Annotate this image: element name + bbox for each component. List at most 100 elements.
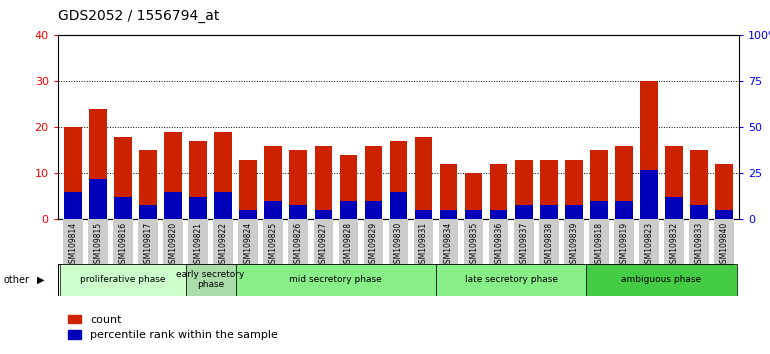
Bar xyxy=(415,210,432,219)
Bar xyxy=(264,201,282,219)
Bar xyxy=(239,210,257,219)
Bar xyxy=(365,201,382,219)
Text: GDS2052 / 1556794_at: GDS2052 / 1556794_at xyxy=(58,9,219,23)
Bar xyxy=(540,205,557,219)
FancyBboxPatch shape xyxy=(313,219,333,264)
Text: GSM109819: GSM109819 xyxy=(619,222,628,268)
Text: GSM109835: GSM109835 xyxy=(469,222,478,268)
Bar xyxy=(490,164,507,219)
Text: GSM109830: GSM109830 xyxy=(394,222,403,268)
FancyBboxPatch shape xyxy=(413,219,434,264)
Legend: count, percentile rank within the sample: count, percentile rank within the sample xyxy=(63,310,283,345)
Bar xyxy=(89,179,106,219)
Text: GSM109827: GSM109827 xyxy=(319,222,328,268)
FancyBboxPatch shape xyxy=(639,219,659,264)
Text: GSM109820: GSM109820 xyxy=(169,222,178,268)
Text: early secretory
phase: early secretory phase xyxy=(176,270,245,289)
FancyBboxPatch shape xyxy=(589,219,608,264)
Text: late secretory phase: late secretory phase xyxy=(465,275,557,284)
Text: GSM109840: GSM109840 xyxy=(720,222,728,268)
FancyBboxPatch shape xyxy=(689,219,709,264)
Bar xyxy=(64,192,82,219)
Bar xyxy=(186,264,236,296)
FancyBboxPatch shape xyxy=(339,219,358,264)
Bar xyxy=(440,164,457,219)
Bar xyxy=(540,160,557,219)
Bar xyxy=(590,150,608,219)
Text: GSM109836: GSM109836 xyxy=(494,222,503,268)
Text: GSM109821: GSM109821 xyxy=(193,222,203,268)
Bar xyxy=(315,146,332,219)
Bar xyxy=(715,210,733,219)
Bar xyxy=(565,205,583,219)
FancyBboxPatch shape xyxy=(138,219,158,264)
Bar xyxy=(515,205,533,219)
Bar xyxy=(691,205,708,219)
Bar xyxy=(390,141,407,219)
Text: GSM109826: GSM109826 xyxy=(294,222,303,268)
Bar xyxy=(139,205,157,219)
Bar xyxy=(515,160,533,219)
Text: GSM109825: GSM109825 xyxy=(269,222,278,268)
Text: GSM109814: GSM109814 xyxy=(69,222,77,268)
Text: GSM109822: GSM109822 xyxy=(219,222,228,268)
Bar xyxy=(164,132,182,219)
FancyBboxPatch shape xyxy=(614,219,634,264)
Bar xyxy=(665,146,683,219)
FancyBboxPatch shape xyxy=(389,219,408,264)
Text: GSM109833: GSM109833 xyxy=(695,222,704,268)
Bar xyxy=(665,198,683,219)
FancyBboxPatch shape xyxy=(239,219,258,264)
Text: GSM109823: GSM109823 xyxy=(644,222,654,268)
Text: GSM109838: GSM109838 xyxy=(544,222,554,268)
Bar xyxy=(440,210,457,219)
Bar xyxy=(415,137,432,219)
Bar xyxy=(340,155,357,219)
Bar xyxy=(365,146,382,219)
FancyBboxPatch shape xyxy=(189,219,208,264)
Text: GSM109834: GSM109834 xyxy=(444,222,453,268)
FancyBboxPatch shape xyxy=(439,219,458,264)
Text: GSM109832: GSM109832 xyxy=(670,222,678,268)
Bar xyxy=(114,137,132,219)
Bar xyxy=(715,164,733,219)
Text: GSM109839: GSM109839 xyxy=(569,222,578,268)
FancyBboxPatch shape xyxy=(489,219,508,264)
Bar xyxy=(290,205,307,219)
Bar xyxy=(640,81,658,219)
FancyBboxPatch shape xyxy=(163,219,182,264)
Bar xyxy=(236,264,436,296)
Bar xyxy=(390,192,407,219)
Bar xyxy=(490,210,507,219)
Text: other: other xyxy=(4,275,30,285)
Text: GSM109815: GSM109815 xyxy=(93,222,102,268)
Bar xyxy=(640,170,658,219)
Text: GSM109828: GSM109828 xyxy=(344,222,353,268)
Bar xyxy=(214,132,232,219)
Bar xyxy=(114,198,132,219)
Text: GSM109817: GSM109817 xyxy=(143,222,152,268)
Bar xyxy=(340,201,357,219)
Text: GSM109816: GSM109816 xyxy=(119,222,127,268)
FancyBboxPatch shape xyxy=(514,219,534,264)
Bar xyxy=(189,198,207,219)
FancyBboxPatch shape xyxy=(63,219,82,264)
FancyBboxPatch shape xyxy=(88,219,108,264)
Bar xyxy=(615,146,633,219)
Bar xyxy=(615,201,633,219)
Bar xyxy=(89,109,106,219)
Bar xyxy=(189,141,207,219)
Bar xyxy=(64,127,82,219)
Text: GSM109837: GSM109837 xyxy=(519,222,528,268)
Text: GSM109831: GSM109831 xyxy=(419,222,428,268)
Bar xyxy=(465,173,482,219)
Bar xyxy=(139,150,157,219)
Bar xyxy=(239,160,257,219)
Bar xyxy=(565,160,583,219)
Text: proliferative phase: proliferative phase xyxy=(80,275,166,284)
Text: ambiguous phase: ambiguous phase xyxy=(621,275,701,284)
FancyBboxPatch shape xyxy=(464,219,484,264)
Bar xyxy=(264,146,282,219)
FancyBboxPatch shape xyxy=(564,219,584,264)
FancyBboxPatch shape xyxy=(665,219,684,264)
